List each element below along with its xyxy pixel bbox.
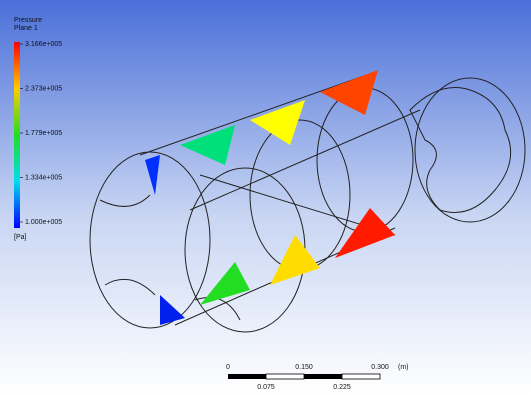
scale-label: 0.225 bbox=[333, 384, 351, 391]
scale-label: 0.300 bbox=[371, 364, 389, 371]
color-bar bbox=[14, 42, 20, 228]
scale-unit: (m) bbox=[398, 364, 409, 371]
background bbox=[0, 0, 531, 395]
legend-label: 1.000e+005 bbox=[25, 219, 62, 226]
legend-title: Pressure bbox=[14, 17, 42, 24]
scale-label: 0.150 bbox=[295, 364, 313, 371]
legend-subtitle: Plane 1 bbox=[14, 25, 38, 32]
legend-unit: [Pa] bbox=[14, 234, 27, 241]
scale-label: 0 bbox=[226, 364, 230, 371]
scale-bar bbox=[228, 374, 380, 379]
page: Pressure Plane 1 3.166e+005 2.373e+005 1.7… bbox=[0, 0, 531, 395]
legend-label: 1.779e+005 bbox=[25, 130, 62, 137]
scale-label: 0.075 bbox=[257, 384, 275, 391]
legend-label: 2.373e+005 bbox=[25, 85, 62, 92]
viewport: Pressure Plane 1 3.166e+005 2.373e+005 1.7… bbox=[0, 0, 531, 395]
legend-label: 1.334e+005 bbox=[25, 174, 62, 181]
legend-label: 3.166e+005 bbox=[25, 41, 62, 48]
